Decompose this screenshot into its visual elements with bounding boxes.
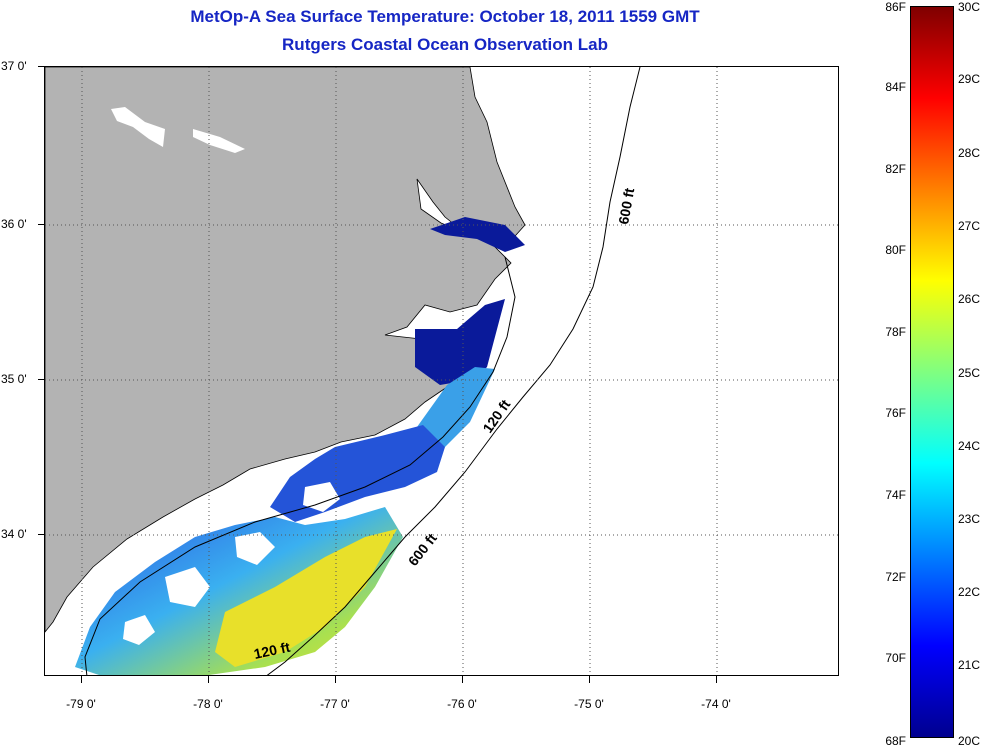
lake — [193, 129, 245, 153]
map-subtitle: Rutgers Coastal Ocean Observation Lab — [282, 35, 608, 54]
lon-tick — [335, 676, 336, 683]
colorbar-f-label: 76F — [885, 406, 906, 420]
colorbar-c-label: 23C — [958, 512, 981, 526]
sst-sound-north — [430, 217, 525, 252]
sst-sound-south — [415, 299, 505, 385]
colorbar-c-label: 20C — [958, 734, 981, 748]
isobath-120ft — [84, 256, 516, 675]
colorbar-f-label: 80F — [885, 243, 906, 257]
contour-label: 600 ft — [405, 530, 440, 569]
lat-label: 34 0' — [1, 527, 27, 541]
colorbar-f-label: 82F — [885, 162, 906, 176]
lon-label: -79 0' — [66, 697, 96, 711]
lon-tick — [208, 676, 209, 683]
sst-map: 600 ft 120 ft 600 ft 120 ft — [44, 66, 839, 676]
sst-strip — [417, 367, 495, 447]
lat-tick — [38, 379, 44, 380]
lat-label: 35 0' — [1, 372, 27, 386]
lon-label: -75 0' — [574, 697, 604, 711]
map-canvas: 600 ft 120 ft 600 ft 120 ft — [45, 67, 838, 675]
lat-tick — [38, 66, 44, 67]
sst-southern-warm — [75, 507, 403, 675]
lon-label: -74 0' — [701, 697, 731, 711]
colorbar-c-label: 30C — [958, 0, 981, 14]
cloud-gap — [303, 482, 340, 512]
colorbar-c-label: 25C — [958, 366, 981, 380]
map-title: MetOp-A Sea Surface Temperature: October… — [190, 7, 700, 26]
colorbar-c-label: 24C — [958, 439, 981, 453]
lon-tick — [462, 676, 463, 683]
lake — [111, 107, 165, 147]
cloud-gap — [235, 532, 275, 565]
colorbar-f-label: 86F — [885, 0, 906, 14]
lon-tick — [589, 676, 590, 683]
lat-tick — [38, 534, 44, 535]
contour-label: 120 ft — [252, 639, 291, 662]
lon-tick — [81, 676, 82, 683]
graticule — [45, 67, 838, 675]
colorbar-c-label: 26C — [958, 292, 981, 306]
colorbar-c-label: 22C — [958, 585, 981, 599]
contour-label: 120 ft — [479, 396, 513, 435]
lon-label: -77 0' — [320, 697, 350, 711]
colorbar-c-label: 29C — [958, 72, 981, 86]
colorbar-f-label: 74F — [885, 488, 906, 502]
colorbar-f-label: 68F — [885, 734, 906, 748]
lat-tick — [38, 224, 44, 225]
colorbar-f-label: 72F — [885, 570, 906, 584]
lon-tick — [716, 676, 717, 683]
colorbar-f-label: 84F — [885, 80, 906, 94]
colorbar-c-label: 27C — [958, 219, 981, 233]
colorbar-c-label: 21C — [958, 658, 981, 672]
colorbar-f-label: 70F — [885, 651, 906, 665]
lat-label: 36 0' — [1, 217, 27, 231]
lon-label: -76 0' — [447, 697, 477, 711]
cloud-gap — [123, 615, 155, 645]
cloud-gap — [165, 567, 210, 607]
lat-label: 37 0' — [1, 59, 27, 73]
colorbar-f-label: 78F — [885, 325, 906, 339]
contour-label: 600 ft — [615, 186, 637, 225]
sst-yellow-tongue — [215, 529, 397, 667]
lon-label: -78 0' — [193, 697, 223, 711]
temperature-colorbar — [910, 6, 954, 738]
isobath-600ft — [266, 67, 641, 675]
colorbar-c-label: 28C — [958, 146, 981, 160]
